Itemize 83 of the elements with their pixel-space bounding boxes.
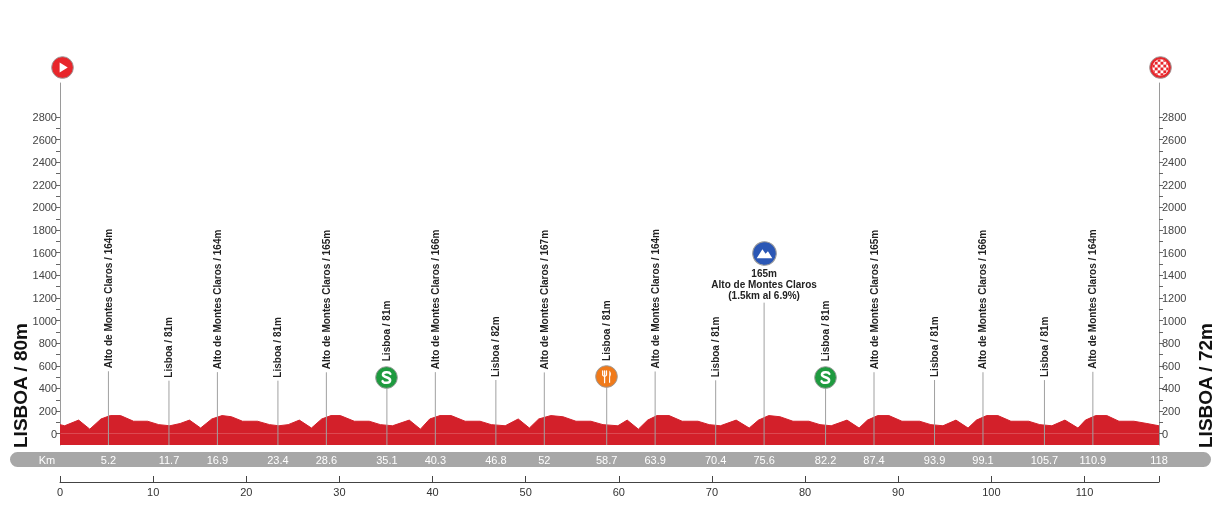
x2-tick-label: 23.4: [267, 453, 289, 466]
y2-tick-label: 800: [1162, 337, 1181, 350]
x-tick-label: 80: [798, 485, 812, 498]
y2-tick-label: 1000: [1162, 314, 1187, 327]
ref-line-label: Lisboa / 81m: [1038, 316, 1050, 378]
y2-tick-label: 2200: [1162, 178, 1187, 191]
x2-tick-label: 82.2: [814, 453, 837, 466]
x-tick-label: 110: [1075, 485, 1094, 498]
x-tick-label: 50: [519, 485, 532, 498]
x2-tick-label: 28.6: [315, 453, 338, 466]
ref-line-label: Lisboa / 81m: [272, 316, 284, 378]
y-tick-label: 2200: [32, 178, 57, 191]
x2-tick-label: 93.9: [923, 453, 946, 466]
x2-tick-label: 87.4: [863, 453, 885, 466]
ref-line-label: Lisboa / 81m: [710, 316, 722, 378]
x-tick-label: 100: [982, 485, 1001, 498]
x-tick-label: 10: [147, 485, 160, 498]
y2-tick-label: 1400: [1162, 269, 1187, 282]
x2-tick-label: 11.7: [158, 453, 180, 466]
x2-tick-label: 63.9: [644, 453, 666, 466]
ref-line-label: Alto de Montes Claros / 166m: [977, 229, 989, 370]
x2-tick-label: 99.1: [972, 453, 994, 466]
x2-tick-label: 40.3: [424, 453, 447, 466]
x2-tick-label: 52: [538, 453, 551, 466]
y-tick-label: 400: [38, 382, 57, 395]
y-tick-label: 800: [38, 337, 57, 350]
y2-tick-label: 400: [1162, 382, 1181, 395]
x2-tick-label: 58.7: [595, 453, 618, 466]
y-tick-label: 2000: [32, 201, 57, 214]
ref-line-label: Lisboa / 81m: [163, 316, 175, 378]
ref-line-label: Lisboa / 81m: [381, 300, 393, 362]
y-tick-label: 2600: [32, 133, 57, 146]
y2-tick-label: 0: [1162, 427, 1169, 440]
y-tick-label: 600: [38, 359, 57, 372]
y2-tick-label: 200: [1162, 405, 1181, 418]
x2-tick-label: 118: [1150, 453, 1168, 466]
ref-line-label: Alto de Montes Claros / 164m: [211, 229, 223, 370]
y-tick-label: 1800: [32, 224, 57, 237]
ref-line-label: Lisboa / 81m: [820, 300, 832, 362]
y2-tick-label: 2600: [1162, 133, 1187, 146]
ref-line-label: Alto de Montes Claros / 164m: [102, 228, 114, 369]
y2-tick-label: 600: [1162, 359, 1181, 372]
ref-line-label: Alto de Montes Claros / 164m: [1087, 229, 1099, 369]
ref-line-label: Alto de Montes Claros / 166m: [429, 229, 441, 370]
y-tick-label: 0: [50, 427, 57, 440]
x-tick-label: 60: [612, 485, 625, 498]
ref-line-label: Alto de Montes Claros / 167m: [538, 229, 550, 370]
x2-tick-label: 110.9: [1079, 453, 1107, 466]
ref-line-label: Alto de Montes Claros / 165m: [320, 229, 332, 370]
ref-line-label: Lisboa / 81m: [929, 316, 941, 377]
y2-axis-title: LISBOA / 72m: [1194, 323, 1216, 448]
x2-tick-label: 5.2: [100, 453, 117, 466]
y-tick-label: 1600: [32, 246, 57, 259]
x-tick-label: 90: [892, 485, 905, 498]
y-tick-label: 2800: [32, 110, 57, 123]
y2-tick-label: 1800: [1162, 224, 1187, 237]
x2-tick-label: 16.9: [206, 453, 229, 466]
ref-line-label: Alto de Montes Claros / 164m: [649, 228, 661, 369]
ref-line-label: Lisboa / 82m: [490, 316, 502, 378]
y2-tick-label: 2800: [1162, 110, 1187, 123]
y-tick-label: 200: [38, 405, 57, 418]
y-tick-label: 1200: [32, 291, 57, 304]
x2-tick-label: 46.8: [485, 453, 507, 466]
y2-tick-label: 1600: [1162, 246, 1187, 259]
y2-tick-label: 2000: [1162, 201, 1187, 214]
ref-line-label: 165m Alto de Montes Claros (1.5km al 6.9%): [711, 267, 818, 301]
x-tick-label: 30: [333, 485, 346, 498]
x-tick-label: 70: [705, 485, 719, 498]
ref-line-label: Alto de Montes Claros / 165m: [868, 229, 880, 370]
y-tick-label: 2400: [32, 156, 57, 169]
x-tick-label: 20: [240, 485, 253, 498]
x2-tick-label: 35.1: [376, 453, 398, 466]
y2-tick-label: 2400: [1162, 156, 1187, 169]
x-tick-label: 40: [426, 485, 439, 498]
x2-tick-label: 70.4: [704, 453, 727, 466]
x2-axis-title: Km: [38, 453, 56, 466]
y-tick-label: 1400: [32, 269, 57, 282]
y-tick-label: 1000: [32, 314, 57, 327]
x2-tick-label: 105.7: [1030, 453, 1059, 466]
ref-line-label: Lisboa / 81m: [601, 300, 613, 361]
y2-tick-label: 1200: [1162, 291, 1187, 304]
x2-tick-label: 75.6: [753, 453, 775, 466]
y-axis-title: LISBOA / 80m: [9, 323, 31, 448]
